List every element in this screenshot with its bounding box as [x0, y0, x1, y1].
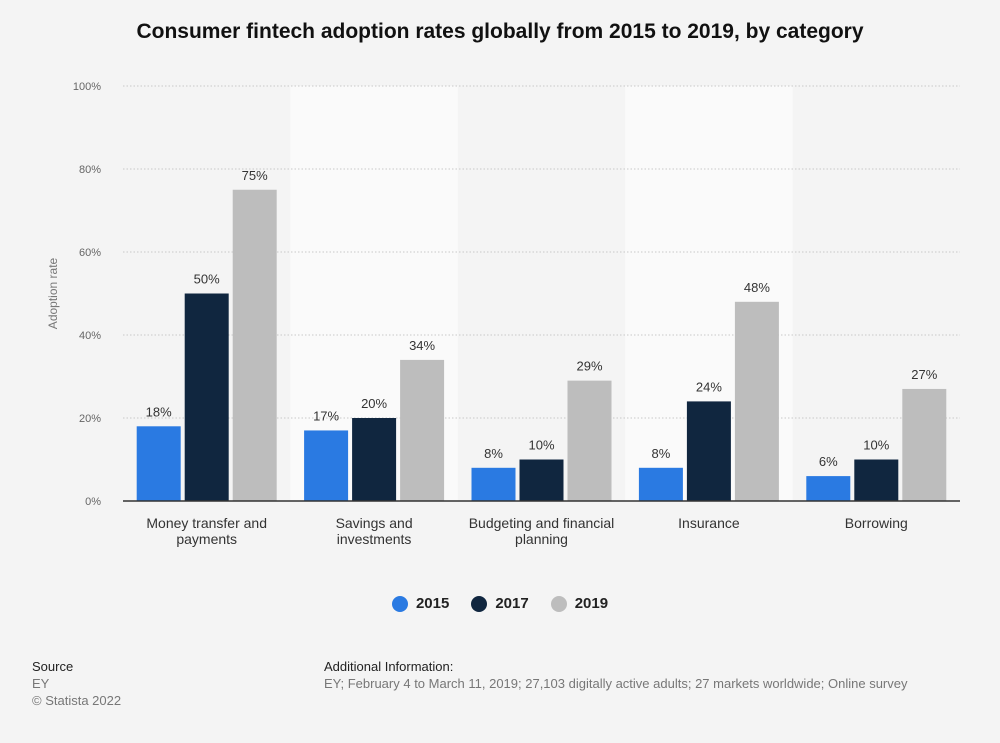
data-label: 17% — [313, 408, 339, 423]
bar-2017-2 — [519, 459, 564, 501]
copyright: © Statista 2022 — [32, 693, 122, 708]
bar-2017-0 — [184, 293, 229, 501]
legend-item-2015[interactable]: 2015 — [391, 595, 450, 612]
data-label: 10% — [528, 438, 554, 453]
data-label: 50% — [194, 272, 220, 287]
x-tick-label: Money transfer and — [146, 515, 267, 531]
bar-2019-2 — [567, 380, 612, 501]
x-tick-label: investments — [337, 531, 412, 547]
x-tick-label: Budgeting and financial — [469, 515, 615, 531]
legend-swatch-2017 — [471, 595, 488, 612]
legend-swatch-2019 — [550, 595, 567, 612]
info-value: EY; February 4 to March 11, 2019; 27,103… — [324, 676, 908, 691]
data-label: 8% — [484, 446, 503, 461]
y-tick-label: 60% — [79, 247, 101, 259]
x-tick-label: Savings and — [336, 515, 413, 531]
bar-2019-3 — [734, 301, 779, 501]
legend-label-2015: 2015 — [415, 595, 450, 612]
data-label: 48% — [744, 280, 770, 295]
legend-item-2019[interactable]: 2019 — [550, 595, 609, 612]
data-label: 75% — [242, 168, 268, 183]
y-tick-label: 40% — [79, 330, 101, 342]
y-tick-label: 80% — [79, 164, 101, 176]
x-tick-label: Borrowing — [845, 515, 908, 531]
info-heading: Additional Information: — [324, 659, 454, 674]
data-label: 24% — [696, 379, 722, 394]
bar-2015-0 — [136, 426, 181, 501]
bar-2019-1 — [400, 359, 445, 501]
data-label: 10% — [863, 438, 889, 453]
legend-label-2019: 2019 — [574, 595, 609, 612]
data-label: 29% — [576, 359, 602, 374]
legend-label-2017: 2017 — [495, 595, 529, 612]
data-label: 27% — [911, 367, 937, 382]
bar-2019-4 — [902, 388, 947, 501]
x-tick-label: Insurance — [678, 515, 740, 531]
data-label: 18% — [146, 404, 172, 419]
bar-2015-1 — [304, 430, 349, 501]
data-label: 6% — [819, 454, 838, 469]
bar-2015-2 — [471, 467, 516, 501]
x-tick-label: planning — [515, 531, 568, 547]
bar-2019-0 — [232, 189, 277, 501]
y-tick-label: 100% — [73, 81, 101, 93]
data-label: 34% — [409, 338, 435, 353]
data-label: 20% — [361, 396, 387, 411]
bar-chart: 0% 20% 40% 60% 80% 100% Adoption rate 18% 50% 75%… — [46, 81, 960, 547]
bar-2015-4 — [806, 476, 851, 501]
x-tick-label: payments — [176, 531, 237, 547]
legend: 2015 2017 2019 — [0, 595, 1000, 612]
footer-info: Additional Information: EY; February 4 t… — [324, 658, 907, 692]
data-label: 8% — [652, 446, 671, 461]
legend-item-2017[interactable]: 2017 — [471, 595, 529, 612]
bar-2017-4 — [854, 459, 899, 501]
bar-2017-1 — [352, 418, 397, 501]
legend-swatch-2015 — [391, 595, 408, 612]
source-value: EY — [32, 676, 50, 691]
y-tick-label: 0% — [85, 496, 101, 508]
source-heading: Source — [32, 659, 74, 674]
footer-source: Source EY © Statista 2022 — [32, 658, 121, 709]
chart-title: Consumer fintech adoption rates globally… — [136, 20, 864, 43]
bar-2017-3 — [686, 401, 731, 501]
y-axis-label: Adoption rate — [46, 257, 60, 329]
y-tick-label: 20% — [79, 413, 101, 425]
bar-2015-3 — [638, 467, 683, 501]
